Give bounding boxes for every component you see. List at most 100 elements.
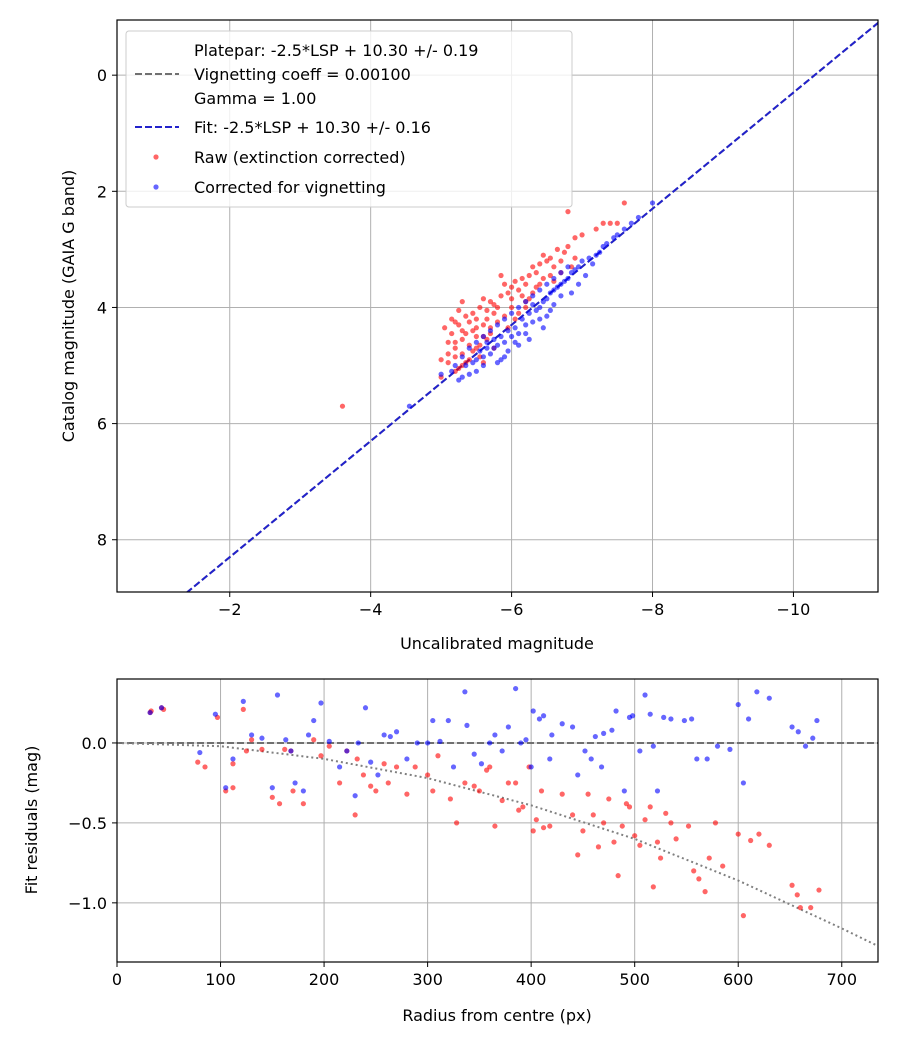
top-corrected-point xyxy=(530,301,536,308)
top-raw-point xyxy=(530,264,536,270)
top-corrected-point xyxy=(498,333,504,340)
bottom-axes-frame xyxy=(116,678,879,963)
top-raw-point xyxy=(565,243,571,250)
bottom-corrected-point xyxy=(393,729,400,735)
top-corrected-point xyxy=(501,339,508,345)
top-corrected-point xyxy=(463,362,469,369)
bottom-corrected-point xyxy=(523,737,529,743)
top-raw-point xyxy=(508,296,515,302)
bottom-y-ticks: 0.0 −0.5 −1.0 xyxy=(68,734,117,913)
top-raw-point xyxy=(473,345,479,351)
top-raw-point xyxy=(463,330,469,337)
top-raw-point xyxy=(473,316,479,322)
top-corrected-point xyxy=(449,368,455,374)
top-corrected-point xyxy=(593,252,599,258)
top-raw-point xyxy=(519,293,525,299)
top-x-axis-label: Uncalibrated magnitude xyxy=(400,634,594,653)
top-raw-point xyxy=(512,278,518,284)
top-corrected-point xyxy=(473,368,479,374)
bottom-raw-point xyxy=(540,825,547,831)
top-corrected-point xyxy=(505,348,511,354)
bottom-raw-point xyxy=(318,753,324,759)
top-corrected-point xyxy=(523,330,529,337)
top-corrected-point xyxy=(473,339,479,345)
bottom-corrected-point xyxy=(326,738,332,744)
top-raw-point xyxy=(470,328,476,334)
top-corrected-point xyxy=(519,316,525,322)
bottom-raw-point xyxy=(547,823,553,829)
bottom-y-axis-label: Fit residuals (mag) xyxy=(22,746,41,895)
top-raw-point xyxy=(516,310,522,316)
top-raw-point xyxy=(449,316,455,322)
bottom-corrected-point xyxy=(814,717,820,724)
bottom-raw-point xyxy=(673,836,679,842)
legend-corrected-label: Corrected for vignetting xyxy=(194,178,386,197)
bottom-raw-point xyxy=(471,783,477,789)
bottom-corrected-point xyxy=(609,727,615,733)
bottom-raw-point xyxy=(623,801,630,807)
top-corrected-point xyxy=(505,328,511,334)
top-raw-point xyxy=(554,246,560,252)
bottom-raw-point xyxy=(454,820,460,826)
top-corrected-point xyxy=(494,360,501,366)
bottom-corrected-point xyxy=(240,698,246,704)
top-corrected-point xyxy=(530,293,536,299)
bottom-corrected-point xyxy=(745,716,752,722)
bottom-corrected-point xyxy=(547,756,553,762)
vignetting-model-curve xyxy=(117,742,878,947)
top-raw-point xyxy=(519,275,525,282)
top-corrected-point xyxy=(480,354,487,360)
bottom-corrected-point xyxy=(381,732,387,738)
top-raw-point xyxy=(572,255,578,261)
top-raw-point xyxy=(339,403,346,409)
bottom-corrected-point xyxy=(478,761,485,767)
top-corrected-point xyxy=(604,240,610,247)
top-y-tick-label: 8 xyxy=(97,531,107,550)
bottom-raw-point xyxy=(354,756,360,762)
bottom-corrected-point xyxy=(661,714,667,720)
bottom-raw-point xyxy=(663,810,669,816)
bottom-x-tick-label: 100 xyxy=(205,970,236,989)
legend-vignetting-label: Vignetting coeff = 0.00100 xyxy=(194,65,411,84)
top-corrected-point xyxy=(565,275,571,282)
top-raw-point xyxy=(498,293,504,299)
top-corrected-point xyxy=(491,345,497,351)
top-corrected-point xyxy=(501,316,508,322)
top-corrected-point xyxy=(649,200,656,206)
bottom-corrected-point xyxy=(445,717,451,724)
bottom-corrected-point xyxy=(337,764,343,770)
bottom-x-tick-label: 600 xyxy=(723,970,754,989)
bottom-corrected-point xyxy=(647,711,653,717)
bottom-corrected-point xyxy=(362,705,369,711)
top-raw-point xyxy=(621,200,627,206)
top-raw-point xyxy=(491,301,497,308)
bottom-corrected-point xyxy=(575,772,581,778)
top-raw-point xyxy=(484,316,490,322)
bottom-corrected-point xyxy=(668,716,674,722)
bottom-corrected-point xyxy=(549,732,555,738)
bottom-raw-point xyxy=(590,812,596,818)
top-raw-point xyxy=(438,357,444,363)
top-raw-point xyxy=(540,275,546,282)
top-raw-point xyxy=(473,333,479,340)
legend-fit-label: Fit: -2.5*LSP + 10.30 +/- 0.16 xyxy=(194,118,431,137)
top-raw-point xyxy=(470,348,476,354)
top-raw-point xyxy=(533,270,539,276)
bottom-corrected-point xyxy=(536,716,543,722)
top-raw-point xyxy=(452,354,458,360)
bottom-raw-point xyxy=(373,788,379,794)
bottom-y-tick-label: −0.5 xyxy=(68,814,107,833)
bottom-corrected-point xyxy=(598,764,605,770)
bottom-x-tick-label: 300 xyxy=(412,970,443,989)
top-corrected-point xyxy=(558,270,564,276)
top-corrected-point xyxy=(565,264,571,270)
bottom-raw-point xyxy=(685,823,692,829)
bottom-raw-point xyxy=(243,748,250,754)
bottom-raw-point xyxy=(516,807,522,813)
top-corrected-point xyxy=(614,232,620,238)
bottom-corrected-point xyxy=(300,788,306,794)
bottom-corrected-point xyxy=(464,722,470,728)
top-corrected-point xyxy=(516,304,522,311)
top-corrected-point xyxy=(554,284,560,290)
bottom-raw-point xyxy=(368,783,374,789)
